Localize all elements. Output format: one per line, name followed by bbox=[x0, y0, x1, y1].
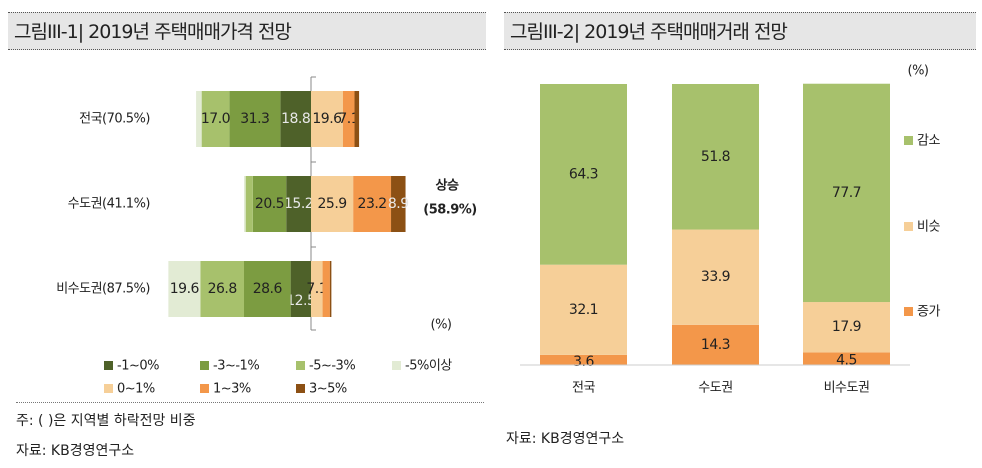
right-bar-segment bbox=[803, 302, 890, 353]
left-bar-label: 31.3 bbox=[240, 111, 269, 127]
left-chart-title: 그림III-1| 2019년 주택매매가격 전망 bbox=[8, 12, 486, 50]
legend-swatch bbox=[200, 384, 209, 393]
left-bar-label: 12.5 bbox=[286, 293, 315, 309]
left-bar-label: 15.2 bbox=[284, 196, 313, 212]
left-bar-segment bbox=[290, 261, 311, 317]
left-bar-segment bbox=[322, 261, 330, 317]
left-category-label: 비수도권(87.5%) bbox=[56, 282, 150, 297]
right-bar-label: 77.7 bbox=[832, 185, 861, 201]
right-bar-segment bbox=[672, 324, 759, 365]
right-bar-segment bbox=[803, 352, 890, 365]
left-note: 주: ( )은 지역별 하락전망 비중 bbox=[16, 413, 196, 429]
left-bar-segment bbox=[252, 176, 287, 232]
left-bar-segment bbox=[196, 91, 202, 147]
left-bar-segment bbox=[168, 261, 201, 317]
right-bar-label: 4.5 bbox=[836, 353, 857, 369]
right-legend-swatch bbox=[904, 307, 913, 316]
legend-swatch bbox=[200, 361, 209, 370]
right-bar-label: 3.6 bbox=[573, 354, 594, 370]
right-bar-segment bbox=[672, 229, 759, 325]
left-source: 자료: KB경영연구소 bbox=[16, 443, 135, 459]
left-bar-label: 20.5 bbox=[255, 196, 284, 212]
right-bar-label: 14.3 bbox=[701, 337, 730, 353]
legend-label: -1~0% bbox=[117, 359, 159, 374]
left-category-label: 수도권(41.1%) bbox=[68, 197, 150, 212]
legend-swatch bbox=[104, 361, 113, 370]
legend-swatch bbox=[104, 384, 113, 393]
left-bar-segment bbox=[201, 91, 230, 147]
left-bar-segment bbox=[200, 261, 245, 317]
legend-swatch bbox=[296, 384, 305, 393]
left-bar-label: 18.8 bbox=[281, 111, 310, 127]
legend-swatch bbox=[296, 361, 305, 370]
legend-label: 0~1% bbox=[117, 382, 155, 397]
left-bar-label: 7.1 bbox=[306, 281, 327, 297]
left-bar-label: 19.6 bbox=[312, 111, 342, 127]
legend-label: -5~-3% bbox=[309, 359, 355, 374]
left-bar-segment bbox=[286, 176, 311, 232]
legend-swatch bbox=[392, 361, 401, 370]
right-bar-segment bbox=[540, 84, 627, 265]
left-bar-segment bbox=[229, 91, 281, 147]
left-bar-label: 8.9 bbox=[388, 196, 409, 212]
right-legend-label: 비슷 bbox=[917, 220, 940, 235]
legend-label: 3~5% bbox=[309, 382, 347, 397]
left-bar-segment bbox=[245, 176, 253, 232]
right-chart-title: 그림III-2| 2019년 주택매매거래 전망 bbox=[504, 12, 976, 50]
rise-annotation: 상승 bbox=[436, 179, 459, 194]
left-bar-segment bbox=[311, 91, 343, 147]
right-bar-label: 32.1 bbox=[569, 302, 598, 318]
left-bar-label: 26.8 bbox=[208, 281, 237, 297]
left-bar-segment bbox=[391, 176, 406, 232]
right-bar-segment bbox=[540, 354, 627, 365]
left-bar-label: 28.6 bbox=[253, 281, 283, 297]
right-bar-label: 33.9 bbox=[701, 269, 730, 285]
right-category-label: 전국 bbox=[572, 381, 595, 396]
right-bar-segment bbox=[540, 264, 627, 355]
left-bar-label: 25.9 bbox=[318, 196, 347, 212]
right-bar-label: 51.8 bbox=[701, 149, 730, 165]
note-divider bbox=[16, 402, 484, 403]
right-bar-segment bbox=[672, 84, 759, 230]
left-bar-segment bbox=[311, 261, 323, 317]
left-bar-label: 7.1 bbox=[338, 111, 359, 127]
right-source: 자료: KB경영연구소 bbox=[506, 431, 625, 447]
left-category-label: 전국(70.5%) bbox=[79, 112, 150, 127]
left-bar-segment bbox=[353, 176, 392, 232]
right-bar-label: 64.3 bbox=[569, 166, 598, 182]
legend-label: -3~-1% bbox=[213, 359, 259, 374]
left-bar-segment bbox=[342, 91, 355, 147]
right-legend-label: 증가 bbox=[917, 305, 940, 320]
left-bar-segment bbox=[244, 176, 246, 232]
rise-annotation-percent: (58.9%) bbox=[423, 203, 476, 218]
left-bar-label: 17.0 bbox=[201, 111, 230, 127]
left-bar-label: 23.2 bbox=[358, 196, 387, 212]
right-unit-label: (%) bbox=[908, 64, 929, 79]
left-unit-label: (%) bbox=[431, 318, 452, 333]
left-bar-label: 19.6 bbox=[170, 281, 200, 297]
right-category-label: 비수도권 bbox=[824, 381, 870, 396]
legend-label: -5%이상 bbox=[405, 359, 452, 374]
right-bar-label: 17.9 bbox=[832, 319, 861, 335]
legend-label: 1~3% bbox=[213, 382, 251, 397]
right-bar-segment bbox=[803, 83, 890, 303]
left-bar-segment bbox=[329, 261, 332, 317]
left-bar-segment bbox=[354, 91, 360, 147]
right-legend-label: 감소 bbox=[917, 134, 940, 149]
right-category-label: 수도권 bbox=[698, 381, 732, 396]
left-bar-segment bbox=[244, 261, 291, 317]
left-bar-segment bbox=[280, 91, 311, 147]
left-bar-segment bbox=[311, 176, 354, 232]
right-legend-swatch bbox=[904, 136, 913, 145]
right-legend-swatch bbox=[904, 222, 913, 231]
